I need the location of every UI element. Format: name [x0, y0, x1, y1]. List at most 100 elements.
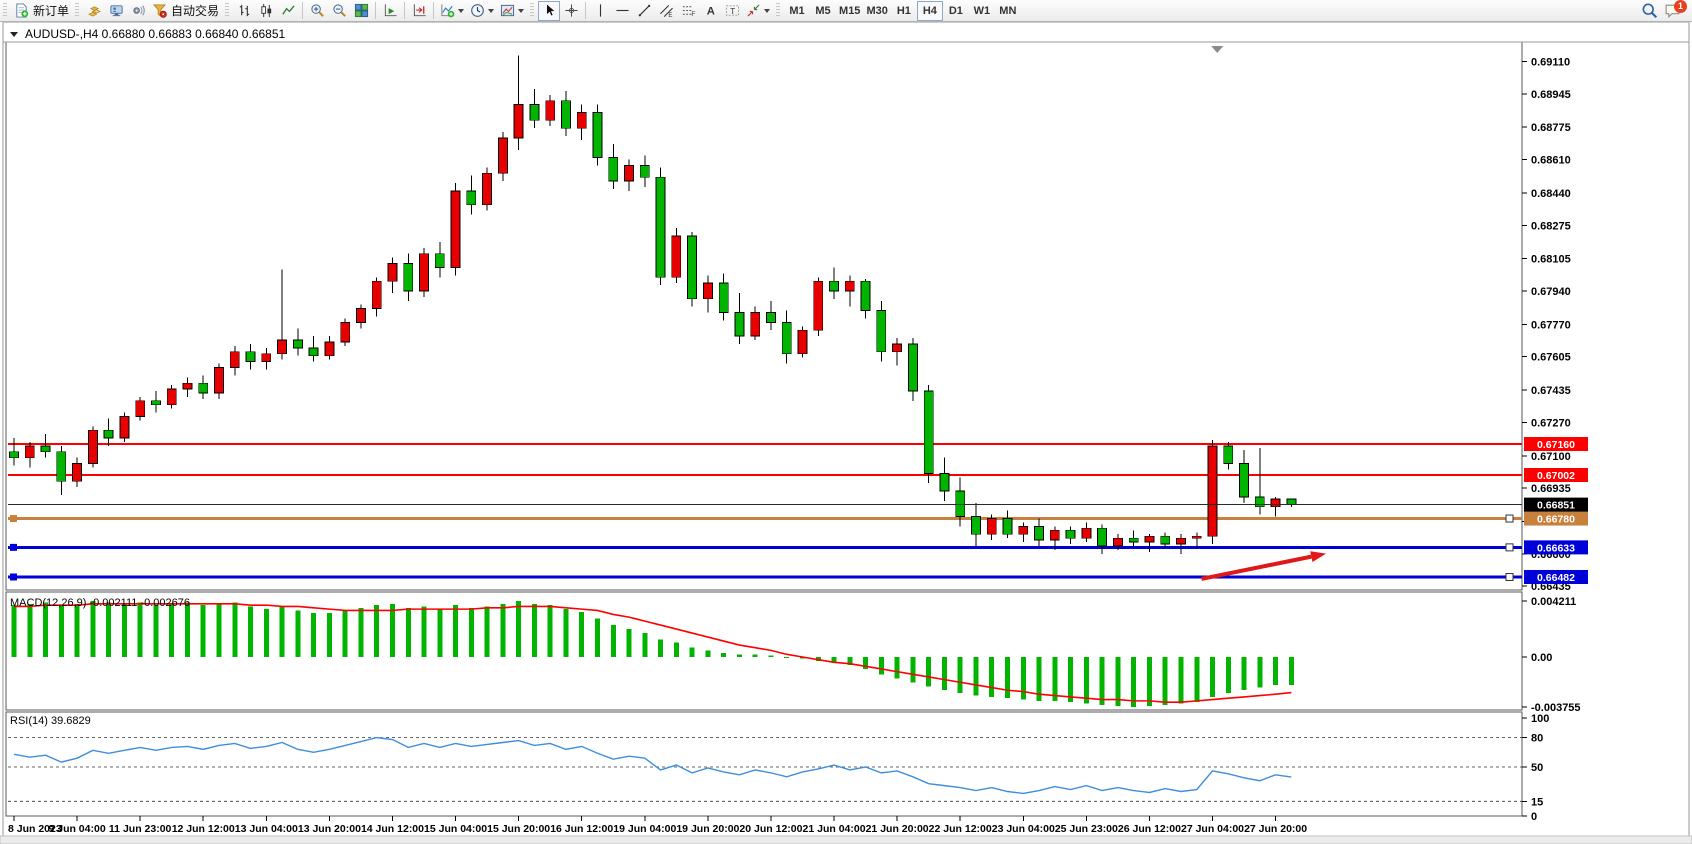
candle [734, 312, 745, 337]
svg-text:0.67770: 0.67770 [1531, 319, 1571, 331]
candle [561, 100, 571, 129]
text-icon [703, 3, 718, 18]
timeframe-mn-button[interactable]: MN [995, 1, 1021, 21]
templates-button[interactable] [497, 1, 527, 21]
toolbar-grip[interactable] [75, 3, 80, 18]
zoom-out-button[interactable] [328, 1, 350, 21]
timeframe-m5-button[interactable]: M5 [810, 1, 836, 21]
macd-histogram-bar [1099, 657, 1105, 705]
cursor-button[interactable] [538, 0, 561, 21]
macd-histogram-bar [926, 657, 932, 687]
price-line-0.66780[interactable] [8, 514, 1522, 523]
candle [1144, 535, 1155, 543]
vertical-line-button[interactable] [589, 1, 611, 21]
candle [1286, 498, 1297, 506]
candle [829, 280, 839, 292]
candle [655, 176, 666, 278]
macd-histogram-bar [1194, 657, 1200, 703]
timeframe-d1-button[interactable]: D1 [943, 1, 969, 21]
timeframe-w1-button[interactable]: W1 [969, 1, 995, 21]
auto-trading-label: 自动交易 [171, 4, 220, 18]
candle [1018, 525, 1029, 535]
svg-text:12 Jun 12:00: 12 Jun 12:00 [172, 823, 235, 835]
timeframe-m15-button[interactable]: M15 [836, 1, 863, 21]
rsi-indicator-label: RSI(14) 39.6829 [10, 715, 91, 727]
timeframe-m1-button[interactable]: M1 [784, 1, 810, 21]
macd-histogram-bar [90, 601, 96, 657]
auto-scroll-button[interactable] [379, 1, 401, 21]
macd-histogram-bar [547, 605, 553, 657]
candle [923, 390, 934, 474]
toolbar-grip[interactable] [3, 3, 7, 18]
chart-shift-button[interactable] [408, 1, 430, 21]
toolbar-grip[interactable] [776, 3, 781, 18]
svg-text:20 Jun 12:00: 20 Jun 12:00 [739, 823, 802, 835]
chart-shift-marker[interactable] [1211, 46, 1224, 53]
navigator-button[interactable] [105, 1, 127, 21]
macd-histogram-bar [389, 603, 395, 657]
indicators-icon [440, 3, 455, 18]
fibonacci-button[interactable] [677, 1, 699, 21]
macd-histogram-bar [610, 625, 616, 657]
bar-chart-button[interactable] [233, 1, 255, 21]
indicators-button[interactable] [437, 1, 467, 21]
new-order-button[interactable]: 新订单 [11, 1, 72, 21]
svg-text:0.67270: 0.67270 [1531, 417, 1571, 429]
zoom-in-button[interactable] [306, 1, 328, 21]
candle [1254, 496, 1265, 508]
timeframe-m30-button[interactable]: M30 [863, 1, 890, 21]
chart-title-text: AUDUSD-,H4 0.66880 0.66883 0.66840 0.668… [25, 27, 286, 41]
candle [907, 343, 918, 392]
text-button[interactable] [699, 1, 721, 21]
macd-histogram-bar [673, 642, 679, 657]
price-badge: 0.67160 [1524, 437, 1588, 451]
equidistant-channel-button[interactable] [655, 1, 677, 21]
line-chart-button[interactable] [277, 1, 299, 21]
macd-histogram-bar [468, 607, 474, 657]
chart-dropdown-icon[interactable] [10, 31, 18, 37]
candle [1160, 535, 1171, 545]
svg-text:0.67160: 0.67160 [1537, 439, 1575, 451]
arrows-button[interactable] [743, 1, 773, 21]
notifications-button[interactable]: 1 [1661, 0, 1687, 21]
candle [1223, 445, 1234, 465]
horizontal-line-button[interactable] [611, 1, 633, 21]
candle [434, 253, 445, 268]
timeframe-h1-button[interactable]: H1 [891, 1, 917, 21]
crosshair-button[interactable] [560, 1, 582, 21]
svg-text:21 Jun 20:00: 21 Jun 20:00 [866, 823, 929, 835]
toolbar-grip[interactable] [225, 3, 230, 18]
macd-histogram-bar [342, 610, 348, 657]
auto-trading-button[interactable]: 自动交易 [149, 1, 222, 21]
candlestick-chart-button[interactable] [255, 1, 277, 21]
signals-button[interactable] [127, 1, 149, 21]
trendline-button[interactable] [633, 1, 655, 21]
macd-histogram-bar [594, 618, 600, 657]
search-button[interactable] [1638, 1, 1661, 21]
macd-histogram-bar [1273, 657, 1279, 685]
macd-histogram-bar [642, 633, 648, 657]
candle [340, 321, 351, 343]
price-line-0.66482[interactable] [8, 572, 1522, 581]
chart-canvas[interactable]: 0.69110 0.68945 0.68775 0.68610 0.68440 0.682… [0, 22, 1692, 844]
trend-arrow[interactable] [1201, 551, 1327, 581]
macd-histogram-bar [516, 601, 522, 657]
chart-area[interactable]: 0.69110 0.68945 0.68775 0.68610 0.68440 0.682… [0, 22, 1692, 844]
crosshair-icon [564, 3, 579, 18]
toolbar-grip[interactable] [530, 3, 535, 18]
timeframe-h4-button[interactable]: H4 [916, 0, 943, 21]
market-watch-button[interactable] [83, 1, 105, 21]
candle [608, 157, 619, 182]
tile-windows-button[interactable] [350, 1, 372, 21]
svg-text:8 Jun 2023: 8 Jun 2023 [8, 823, 62, 835]
macd-histogram-bar [106, 602, 112, 657]
text-label-button[interactable] [721, 1, 743, 21]
candle [419, 253, 429, 292]
svg-text:15: 15 [1531, 796, 1543, 808]
svg-text:0.00: 0.00 [1531, 652, 1552, 664]
price-line-0.66633[interactable] [8, 543, 1522, 552]
periods-button[interactable] [467, 1, 497, 21]
chevron-down-icon [518, 8, 525, 13]
chart-title[interactable]: AUDUSD-,H4 0.66880 0.66883 0.66840 0.668… [10, 27, 285, 41]
svg-text:27 Jun 04:00: 27 Jun 04:00 [1181, 823, 1244, 835]
